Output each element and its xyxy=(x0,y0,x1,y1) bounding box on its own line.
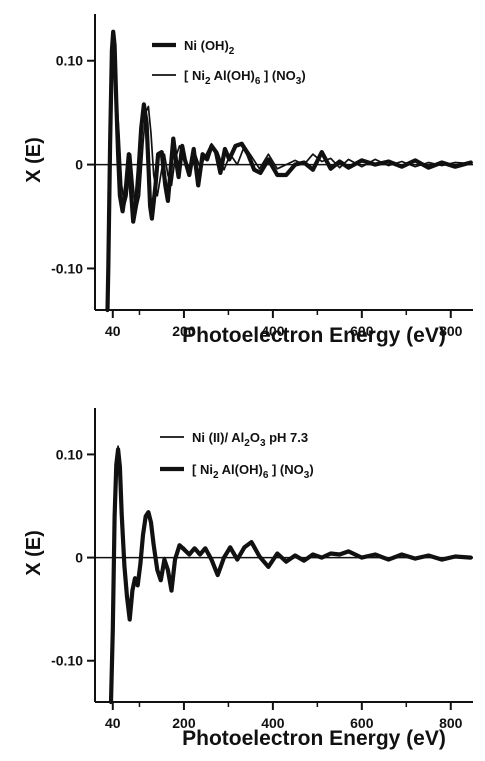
y-tick-label: -0.10 xyxy=(51,653,83,669)
y-axis-title: X (E) xyxy=(23,137,45,183)
x-tick-label: 40 xyxy=(105,715,121,731)
x-axis-title: Photoelectron Energy (eV) xyxy=(182,324,446,347)
x-tick-label: 40 xyxy=(105,323,121,339)
x-tick-label: 600 xyxy=(350,715,374,731)
x-tick-label: 600 xyxy=(350,323,374,339)
legend-label-1: Ni (OH)2 xyxy=(184,38,235,57)
series-line-2 xyxy=(108,447,473,705)
legend-label-2: [ Ni2 Al(OH)6 ] (NO3) xyxy=(184,68,306,87)
x-tick-label: 800 xyxy=(439,323,463,339)
legend-label-1: Ni (II)/ Al2O3 pH 7.3 xyxy=(192,430,308,449)
legend-label-2: [ Ni2 Al(OH)6 ] (NO3) xyxy=(192,462,314,481)
x-tick-label: 200 xyxy=(172,323,196,339)
y-tick-label: 0 xyxy=(75,157,83,173)
y-tick-label: 0.10 xyxy=(56,53,83,69)
x-tick-label: 800 xyxy=(439,715,463,731)
series-line-1 xyxy=(110,445,472,703)
y-tick-label: 0.10 xyxy=(56,446,83,462)
x-tick-label: 400 xyxy=(261,715,285,731)
series-line-2 xyxy=(106,39,472,291)
x-axis-title: Photoelectron Energy (eV) xyxy=(182,727,446,750)
y-tick-label: 0 xyxy=(75,550,83,566)
x-tick-label: 400 xyxy=(261,323,285,339)
series-line-1 xyxy=(105,29,473,313)
y-tick-label: -0.10 xyxy=(51,260,83,276)
x-tick-label: 200 xyxy=(172,715,196,731)
y-axis-title: X (E) xyxy=(23,530,45,576)
